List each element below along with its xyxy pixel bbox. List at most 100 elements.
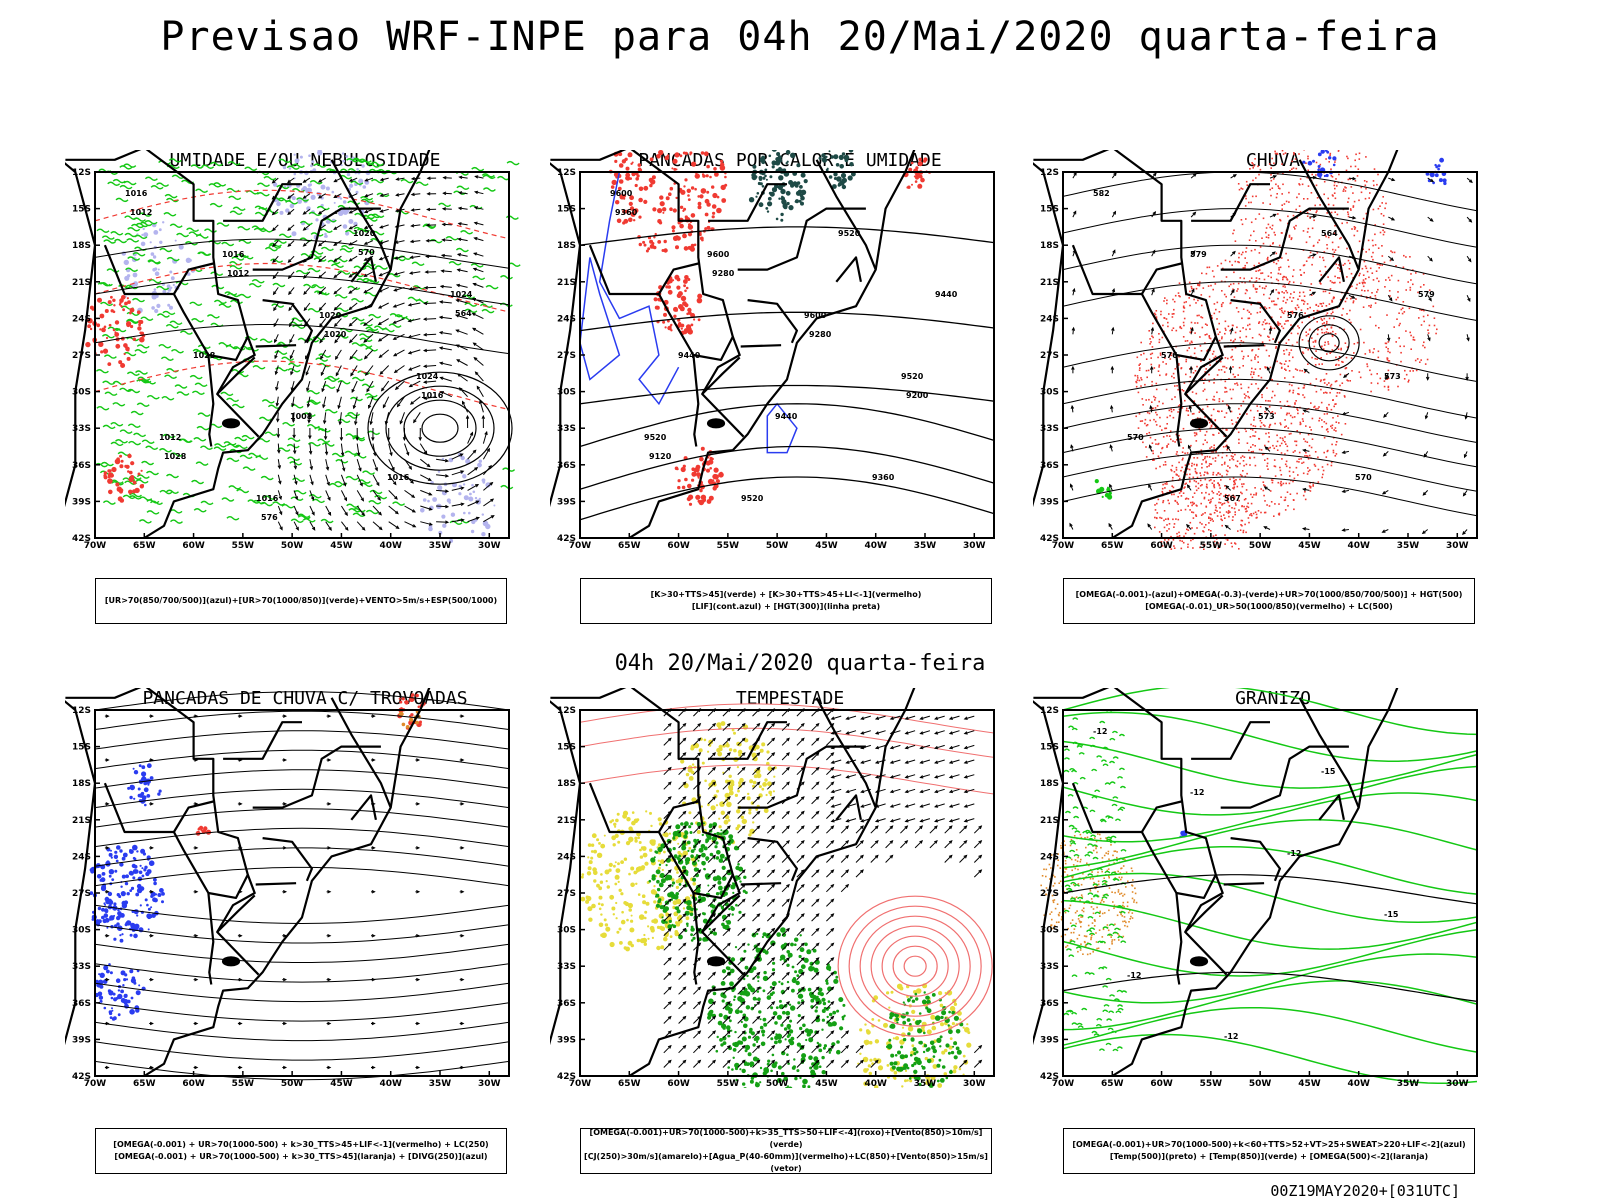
ur-1000-850-contour	[135, 222, 149, 228]
omega-ur50-area	[1196, 463, 1198, 466]
wind-vector-head	[410, 192, 415, 197]
omega-ur50-area	[1376, 277, 1378, 280]
omega-ur50-area	[1256, 311, 1259, 314]
wind-vector	[393, 318, 405, 324]
wind-vector	[309, 474, 314, 485]
streamline-arrow-head	[1147, 523, 1151, 528]
omega-ur50-area	[1298, 295, 1301, 297]
ur-1000-850-contour	[226, 397, 240, 403]
wind-vector	[451, 519, 464, 523]
omega-ur50-area	[1221, 503, 1224, 505]
omega-ur50-area	[1340, 347, 1342, 350]
omega-ur50-area	[1254, 158, 1256, 160]
omega-ur50-area	[1183, 382, 1186, 384]
omega-ur50-area	[1209, 519, 1212, 522]
ur-1000-850-contour	[287, 437, 301, 442]
omega-ur50-area	[1210, 498, 1212, 501]
omega-ur50-area	[1258, 173, 1260, 176]
streamline-arrow-head	[1428, 297, 1432, 302]
omega-ur50-area	[1283, 404, 1286, 407]
wind-vector-head	[440, 253, 445, 258]
omega-ur50-area	[1274, 394, 1276, 397]
wind-vector-head	[473, 356, 478, 361]
wind-vector-head	[364, 194, 369, 198]
k30-tts45-li-area	[697, 476, 700, 479]
k30-tts45-area	[841, 152, 846, 156]
streamline-arrow-head	[1152, 210, 1157, 215]
omega-ur50-area	[1286, 291, 1289, 294]
omega-ur50-area	[1220, 280, 1223, 283]
wind-vector	[424, 396, 437, 400]
wind-vector-head	[337, 405, 341, 410]
omega-ur50-area	[1153, 459, 1155, 461]
omega-ur50-area	[1220, 262, 1223, 265]
streamline-arrow-head	[1266, 366, 1271, 371]
wind-vector	[335, 349, 342, 360]
ur-1000-850-contour	[138, 519, 152, 524]
omega-ur50-area	[1217, 472, 1219, 475]
omega-ur50-area	[1166, 302, 1168, 305]
ur-1000-850-contour	[371, 178, 384, 184]
ur-850-700-500-area	[289, 203, 295, 209]
omega-ur50-area	[1174, 500, 1177, 502]
esp-500-1000-area	[114, 332, 120, 337]
ur-1000-850-contour	[259, 338, 273, 343]
omega-ur50-area	[1264, 511, 1267, 514]
omega-ur50-area	[1345, 187, 1347, 189]
omega-ur50-area	[1224, 517, 1226, 519]
omega-ur50-area	[1331, 194, 1334, 196]
omega-ur50-area	[1160, 310, 1162, 313]
ur-850-700-500-area	[427, 499, 430, 503]
esp-500-1000-area	[127, 453, 132, 459]
omega-ur50-area	[1323, 193, 1325, 196]
omega-ur50-area	[1257, 165, 1259, 168]
esp-500-1000-area	[107, 300, 112, 305]
omega-ur50-area	[1244, 508, 1247, 510]
ur-850-700-500-area	[442, 523, 447, 528]
omega-ur50-area	[1208, 517, 1210, 519]
ur-850-700-500-area	[170, 286, 173, 289]
k30-tts45-li-area	[716, 207, 722, 214]
omega-ur50-area	[1279, 218, 1281, 221]
k30-tts45-li-area	[663, 248, 668, 253]
omega-ur50-area	[1269, 366, 1272, 369]
wind-vector	[318, 287, 327, 295]
omega-ur50-area	[1362, 306, 1365, 308]
omega-ur50-area	[1218, 545, 1221, 547]
wind-vector-head	[276, 418, 280, 423]
omega-ur50-area	[1328, 317, 1331, 320]
omega-ur50-area	[1192, 511, 1195, 514]
ur-1000-850-contour	[119, 184, 133, 190]
wind-vector-head	[459, 453, 464, 457]
omega-ur50-area	[1269, 203, 1271, 205]
omega-ur50-area	[1358, 152, 1361, 155]
omega-ur50-area	[1196, 527, 1198, 529]
omega-ur50-area	[1241, 317, 1243, 320]
omega-ur50-area	[1205, 485, 1208, 488]
omega-ur50-area	[1273, 465, 1276, 467]
ur-1000-850-contour	[135, 479, 149, 484]
k30-tts45-li-area	[679, 223, 684, 229]
omega-ur50-area	[1265, 285, 1267, 288]
wind-vector	[277, 474, 281, 484]
k30-tts45-li-area	[690, 323, 694, 327]
omega-ur50-area	[1330, 464, 1333, 467]
ur-850-700-500-area	[346, 172, 351, 177]
wind-vector	[482, 448, 490, 460]
omega-ur50-area	[1274, 422, 1276, 425]
ur-1000-850-contour	[164, 374, 178, 379]
omega-ur50-area	[1287, 427, 1290, 429]
omega-ur50-area	[1319, 282, 1321, 284]
wind-vector	[351, 380, 358, 393]
omega-ur50-area	[1257, 387, 1260, 390]
omega-ur50-area	[1247, 502, 1249, 505]
k30-tts45-li-area	[667, 325, 672, 331]
omega-ur50-area	[1275, 347, 1277, 349]
omega-ur50-area	[1335, 356, 1337, 359]
ur-1000-850-contour	[400, 178, 414, 184]
omega-03-area	[1101, 495, 1104, 498]
wind-vector	[424, 333, 437, 336]
omega-ur50-area	[1145, 446, 1147, 448]
streamline-arrow-head	[1073, 210, 1077, 215]
omega-ur50-area	[1197, 284, 1199, 286]
